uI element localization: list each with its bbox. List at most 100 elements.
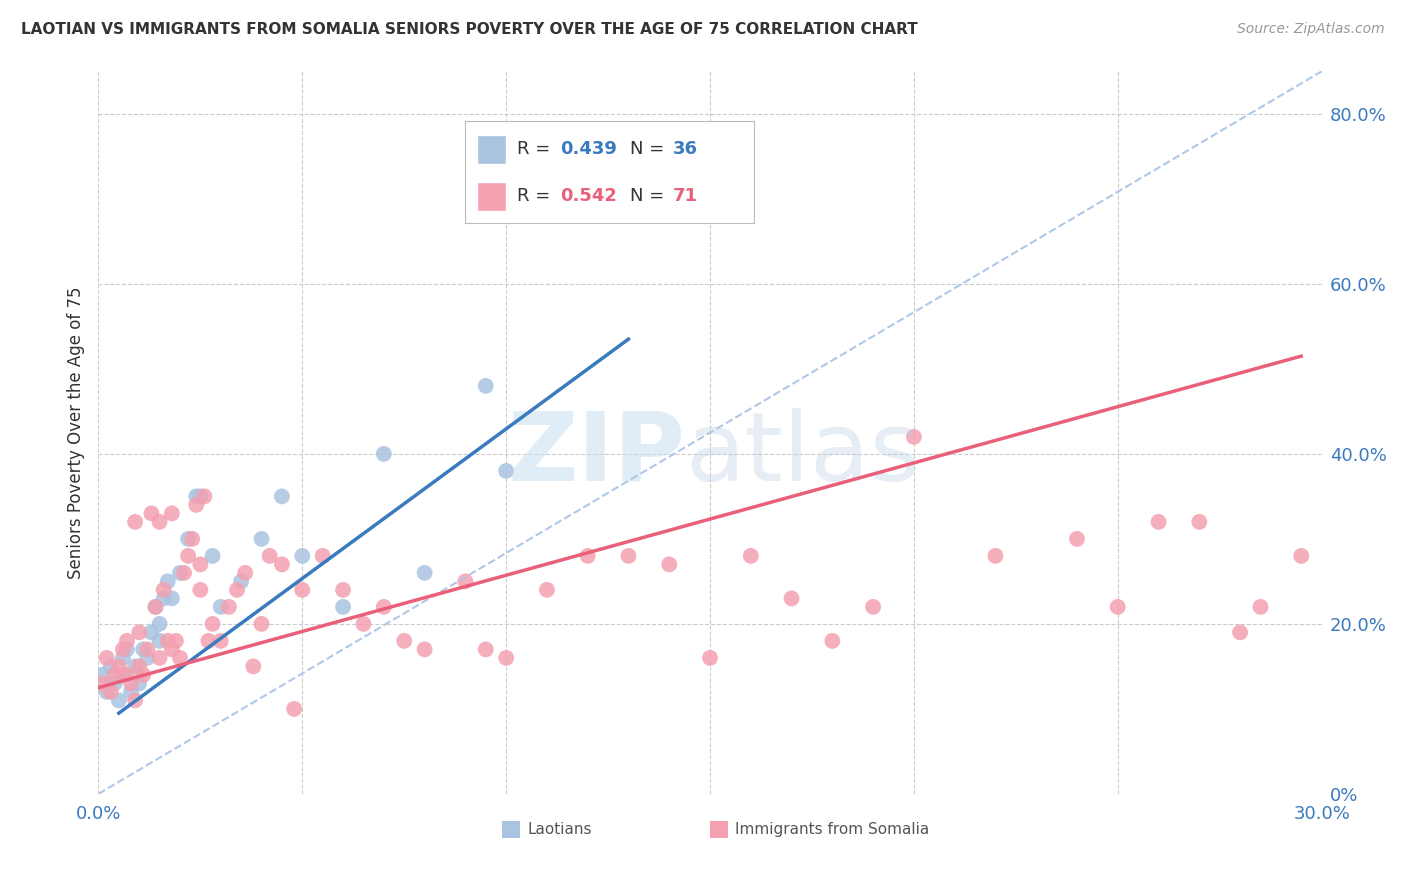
Point <box>136 642 159 657</box>
Text: 36: 36 <box>673 140 697 158</box>
Point <box>120 676 142 690</box>
Point <box>145 599 167 614</box>
Point <box>104 676 127 690</box>
Point <box>1107 599 1129 614</box>
Point <box>111 651 134 665</box>
Point <box>115 668 138 682</box>
Point <box>149 616 172 631</box>
Point <box>233 566 256 580</box>
Point <box>188 558 212 572</box>
Point <box>259 549 281 563</box>
Point <box>780 591 803 606</box>
Point <box>740 549 762 563</box>
Text: 71: 71 <box>673 187 697 205</box>
Point <box>201 616 224 631</box>
Point <box>201 549 224 563</box>
Point <box>218 599 240 614</box>
Point <box>128 659 150 673</box>
Text: N =: N = <box>630 140 669 158</box>
Point <box>1249 599 1271 614</box>
Point <box>188 489 212 503</box>
Point <box>474 642 498 657</box>
Point <box>152 591 174 606</box>
Text: R =: R = <box>517 140 557 158</box>
Point <box>149 515 172 529</box>
Point <box>124 515 146 529</box>
Point <box>270 558 294 572</box>
Point <box>495 464 517 478</box>
Point <box>152 582 174 597</box>
Point <box>108 659 131 673</box>
Point <box>115 642 138 657</box>
Point <box>100 685 122 699</box>
Point <box>474 379 498 393</box>
Point <box>209 599 232 614</box>
Point <box>132 668 155 682</box>
Point <box>332 599 354 614</box>
Point <box>413 566 436 580</box>
Point <box>177 549 200 563</box>
Point <box>145 599 167 614</box>
Point <box>111 668 134 682</box>
Point <box>173 566 195 580</box>
Point <box>141 625 163 640</box>
Point <box>120 685 142 699</box>
Point <box>617 549 640 563</box>
Point <box>1188 515 1211 529</box>
Point <box>312 549 335 563</box>
Point <box>136 651 159 665</box>
Point <box>291 582 314 597</box>
Text: atlas: atlas <box>686 408 921 500</box>
Point <box>862 599 884 614</box>
Point <box>156 633 179 648</box>
Point <box>132 642 155 657</box>
Point <box>100 659 122 673</box>
Point <box>104 668 127 682</box>
Point <box>373 447 395 461</box>
Point <box>124 659 146 673</box>
Text: LAOTIAN VS IMMIGRANTS FROM SOMALIA SENIORS POVERTY OVER THE AGE OF 75 CORRELATIO: LAOTIAN VS IMMIGRANTS FROM SOMALIA SENIO… <box>21 22 918 37</box>
Text: 0.439: 0.439 <box>561 140 617 158</box>
Point <box>821 633 844 648</box>
Point <box>115 633 138 648</box>
Point <box>373 599 395 614</box>
Point <box>1147 515 1170 529</box>
Point <box>124 693 146 707</box>
Point <box>149 633 172 648</box>
Point <box>96 685 118 699</box>
Point <box>699 651 721 665</box>
Point <box>1066 532 1088 546</box>
Point <box>617 175 640 189</box>
Point <box>169 566 191 580</box>
Point <box>193 489 215 503</box>
Point <box>111 642 134 657</box>
Text: 0.542: 0.542 <box>561 187 617 205</box>
Point <box>250 532 273 546</box>
Point <box>1291 549 1313 563</box>
Point <box>250 616 273 631</box>
Point <box>149 651 172 665</box>
Point <box>332 582 354 597</box>
Point <box>495 651 517 665</box>
Point <box>160 591 183 606</box>
Point <box>1229 625 1251 640</box>
Point <box>576 549 599 563</box>
Point <box>160 507 183 521</box>
Point <box>392 633 416 648</box>
Point <box>141 507 163 521</box>
Point <box>91 668 114 682</box>
Point <box>242 659 264 673</box>
Point <box>188 582 212 597</box>
Text: ZIP: ZIP <box>508 408 686 500</box>
Point <box>984 549 1007 563</box>
Point <box>128 625 150 640</box>
Point <box>156 574 179 589</box>
Point <box>181 532 204 546</box>
Point <box>128 676 150 690</box>
Point <box>903 430 925 444</box>
Point <box>536 582 558 597</box>
Point <box>413 642 436 657</box>
Point <box>186 489 208 503</box>
Text: Laotians: Laotians <box>527 822 592 837</box>
Text: Source: ZipAtlas.com: Source: ZipAtlas.com <box>1237 22 1385 37</box>
